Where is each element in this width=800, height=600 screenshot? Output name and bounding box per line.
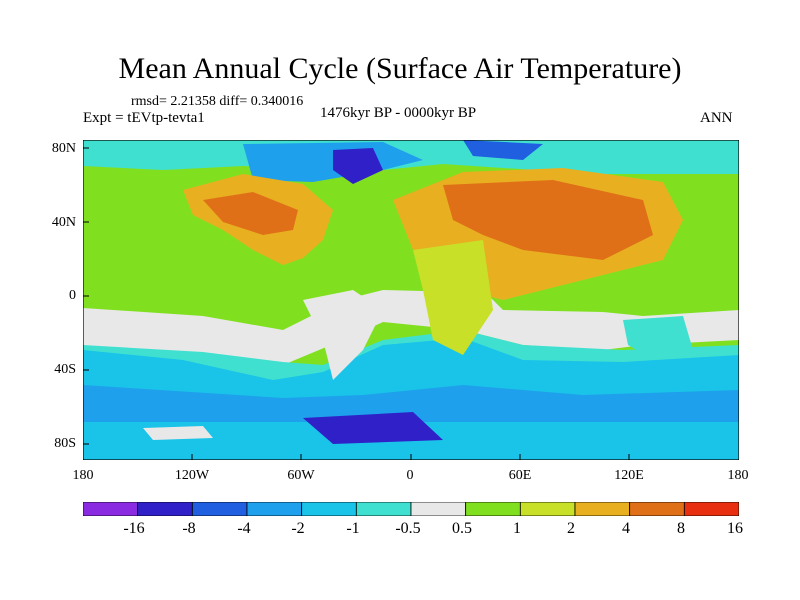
lat-label-40n: 40N bbox=[51, 215, 76, 230]
colorbar-label: -2 bbox=[291, 520, 305, 537]
colorbar-label: 2 bbox=[567, 520, 575, 537]
colorbar-label: 8 bbox=[677, 520, 685, 537]
colorbar-label: -4 bbox=[237, 520, 251, 537]
lon-label-60e: 60E bbox=[508, 468, 532, 483]
colorbar-box bbox=[465, 502, 521, 516]
antarctic-neutral-spot bbox=[143, 426, 213, 440]
colorbar-box bbox=[246, 502, 303, 516]
colorbar-box bbox=[410, 502, 467, 516]
north-america-hot bbox=[203, 192, 298, 235]
season-text: ANN bbox=[700, 110, 733, 126]
colorbar bbox=[83, 502, 739, 516]
africa-warm bbox=[413, 240, 493, 355]
chart-title: Mean Annual Cycle (Surface Air Temperatu… bbox=[118, 52, 682, 85]
colorbar-label: 4 bbox=[622, 520, 630, 537]
lat-label-40s: 40S bbox=[54, 362, 76, 377]
lon-label-180e: 180 bbox=[727, 468, 749, 483]
greenland-cold bbox=[333, 148, 383, 184]
temperature-map bbox=[83, 140, 739, 460]
colorbar-box bbox=[629, 502, 685, 516]
lon-label-0: 0 bbox=[406, 468, 414, 483]
tick-marks bbox=[83, 147, 630, 460]
eurasia-hot bbox=[443, 180, 653, 260]
lon-label-60w: 60W bbox=[287, 468, 315, 483]
colorbar-box bbox=[301, 502, 357, 516]
south-america-neutral bbox=[303, 290, 383, 380]
period-text: 1476kyr BP - 0000kyr BP bbox=[320, 105, 477, 121]
southern-ocean-lightblue bbox=[83, 338, 739, 402]
colorbar-box bbox=[683, 502, 739, 516]
lat-label-80n: 80N bbox=[51, 141, 76, 156]
colorbar-box bbox=[574, 502, 631, 516]
lon-label-180w: 180 bbox=[72, 468, 94, 483]
tropical-neutral-band bbox=[83, 290, 739, 365]
experiment-text: Expt = tEVtp-tevta1 bbox=[83, 110, 205, 126]
colorbar-label: -0.5 bbox=[395, 520, 421, 537]
colorbar-box bbox=[137, 502, 193, 516]
stats-text: rmsd= 2.21358 diff= 0.340016 bbox=[131, 94, 304, 109]
colorbar-label: 16 bbox=[727, 520, 743, 537]
colorbar-label: -16 bbox=[123, 520, 145, 537]
colorbar-label: 0.5 bbox=[452, 520, 472, 537]
lat-label-80s: 80S bbox=[54, 436, 76, 451]
colorbar-label: -8 bbox=[182, 520, 196, 537]
colorbar-label: 1 bbox=[513, 520, 521, 537]
colorbar-box bbox=[519, 502, 576, 516]
lat-label-eq: 0 bbox=[69, 288, 76, 303]
colorbar-box bbox=[355, 502, 412, 516]
australia-cool bbox=[623, 316, 693, 360]
antarctic-cold-spot bbox=[303, 412, 443, 444]
lon-label-120w: 120W bbox=[174, 468, 210, 483]
lon-label-120e: 120E bbox=[614, 468, 644, 483]
colorbar-label: -1 bbox=[346, 520, 360, 537]
colorbar-box bbox=[191, 502, 248, 516]
arctic-darkblue bbox=[463, 140, 543, 160]
colorbar-box bbox=[83, 502, 139, 516]
